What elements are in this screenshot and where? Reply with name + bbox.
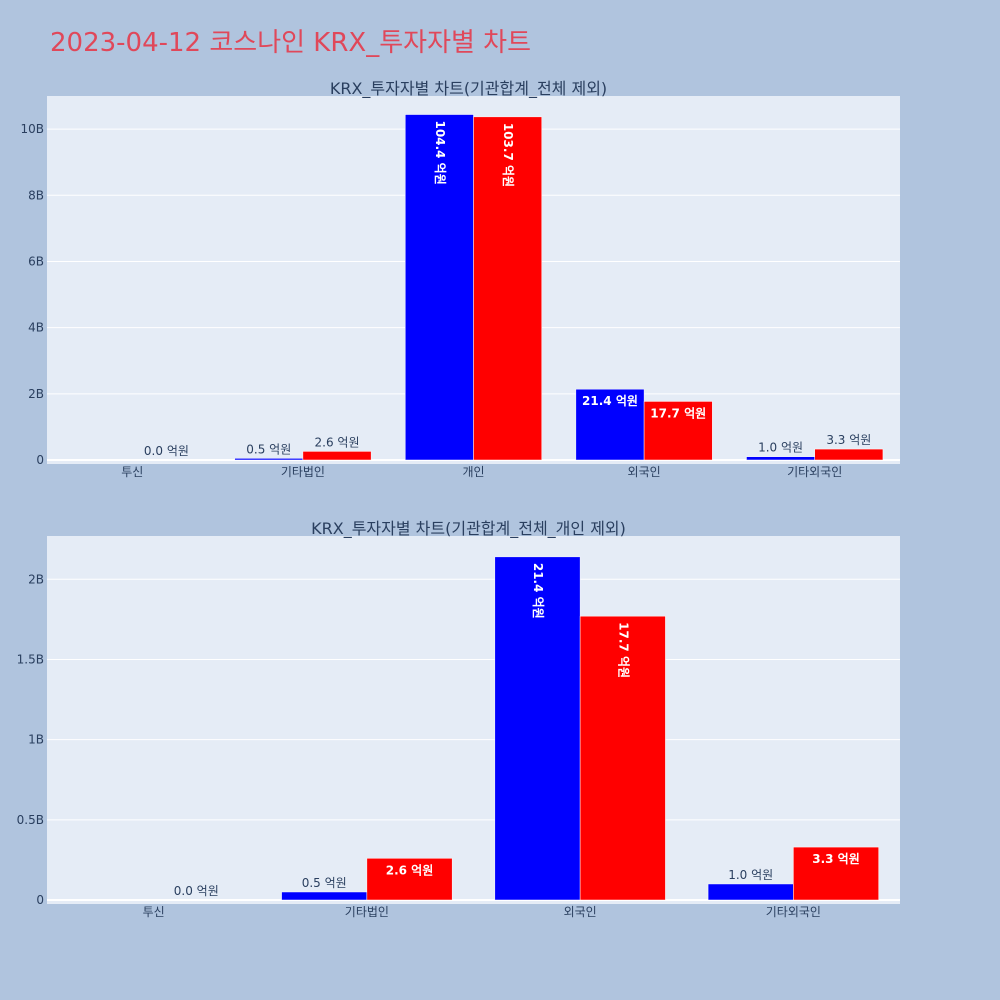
page-title: 2023-04-12 코스나인 KRX_투자자별 차트 [50,28,532,58]
bar [234,458,304,461]
bar [366,858,453,901]
chart-all-investors: 0 2B 4B 6B 8B 10B 투신 기타법인 개인 외국인 기타외국인 0.5 억원 104.4 … [20,79,900,479]
data-label: 21.4 억원 [531,563,545,619]
x-tick-label: 기타외국인 [766,905,821,919]
data-label: 0.0 억원 [174,884,219,898]
y-tick-label: 8B [28,188,44,202]
data-label: 3.3 억원 [812,852,860,866]
bar [281,891,368,901]
data-label: 104.4 억원 [433,121,447,185]
y-tick-label: 4B [28,321,44,335]
bar [579,615,666,901]
y-tick-label: 0 [36,893,44,907]
y-tick-label: 0.5B [17,813,44,827]
data-label: 17.7 억원 [616,622,630,678]
y-tick-label: 1.5B [17,652,44,666]
y-tick-label: 6B [28,254,44,268]
bar [575,388,645,461]
data-label: 2.6 억원 [315,435,360,449]
bar [814,448,884,461]
x-tick-label: 투신 [121,465,143,479]
y-tick-label: 2B [28,572,44,586]
y-tick-label: 10B [20,122,44,136]
data-label: 21.4 억원 [582,394,638,408]
bar [643,401,713,461]
y-tick-label: 2B [28,387,44,401]
x-tick-label: 기타외국인 [787,465,842,479]
bar [707,883,794,901]
plot-area [47,536,900,904]
data-label: 0.5 억원 [302,876,347,890]
data-label: 0.0 억원 [144,444,189,458]
bar [494,556,581,901]
data-label: 103.7 억원 [501,123,515,187]
x-tick-label: 기타법인 [345,905,389,919]
bar [746,456,815,461]
chart-excluding-individuals: 0 0.5B 1B 1.5B 2B 투신 기타법인 외국인 기타외국인 0.5 억원 21.4 억원… [17,519,900,919]
y-tick-label: 0 [36,453,44,467]
data-label: 3.3 억원 [826,433,871,447]
data-label: 1.0 억원 [728,868,773,882]
data-label: 0.5 억원 [246,442,291,456]
x-tick-label: 투신 [143,905,165,919]
data-label: 17.7 억원 [650,406,706,420]
x-tick-label: 기타법인 [281,465,325,479]
bar [793,846,879,901]
chart-title: KRX_투자자별 차트(기관합계_전체 제외) [330,79,607,99]
bar [302,451,372,461]
x-tick-label: 개인 [462,465,484,479]
x-tick-label: 외국인 [628,465,661,479]
data-label: 1.0 억원 [758,441,803,455]
chart-title: KRX_투자자별 차트(기관합계_전체_개인 제외) [311,519,626,539]
data-label: 2.6 억원 [386,863,434,877]
y-tick-label: 1B [28,733,44,747]
bar [473,116,542,461]
x-tick-label: 외국인 [564,905,597,919]
